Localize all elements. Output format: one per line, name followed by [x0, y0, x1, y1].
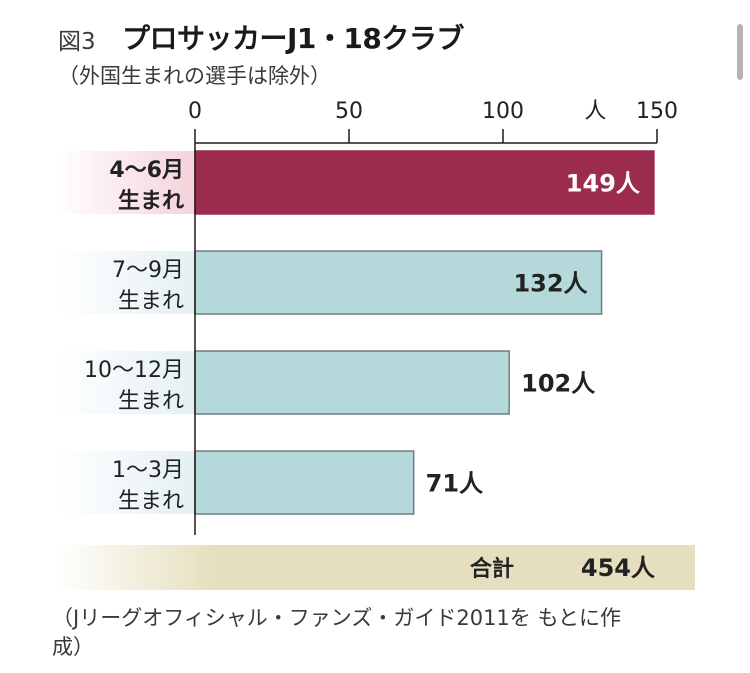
category-label-bg: [55, 151, 195, 214]
chart-subtitle: （外国生まれの選手は除外）: [58, 64, 331, 88]
bar: [194, 250, 603, 315]
x-axis: 0 50 100 150: [188, 99, 678, 144]
total-label: 合計: [470, 556, 514, 582]
bar-value-label: 132人: [513, 270, 587, 298]
bar-value-label: 102人: [521, 370, 595, 398]
bars: [194, 150, 655, 515]
source-note: （Jリーグオフィシャル・ファンズ・ガイド2011を もとに作成）: [52, 606, 622, 659]
scrollbar-thumb[interactable]: [737, 24, 743, 80]
figure-label: 図3: [58, 29, 96, 55]
category-label-bg: [55, 451, 195, 514]
category-label: 1〜3月: [112, 458, 184, 483]
bar-value-label: 71人: [426, 470, 483, 498]
chart-title: プロサッカーJ1・18クラブ: [122, 22, 464, 55]
category-label: 生まれ: [118, 189, 184, 214]
category-label: 生まれ: [118, 289, 184, 314]
bar: [194, 350, 510, 415]
category-label: 10〜12月: [84, 358, 184, 383]
x-tick-label: 150: [636, 99, 678, 124]
category-label: 生まれ: [118, 489, 184, 514]
x-tick-label: 0: [188, 99, 202, 124]
total-band: [55, 545, 695, 590]
category-label-bg: [55, 251, 195, 314]
x-tick-label: 100: [482, 99, 524, 124]
x-tick-label: 50: [335, 99, 363, 124]
category-label: 4〜6月: [109, 158, 184, 183]
total-value: 454人: [581, 554, 655, 582]
category-label-backgrounds: [55, 151, 195, 514]
bar: [194, 450, 415, 515]
category-label: 7〜9月: [112, 258, 184, 283]
value-labels: 149人 132人 102人 71人: [426, 170, 640, 498]
category-label: 生まれ: [118, 389, 184, 414]
bar-value-label: 149人: [566, 170, 640, 198]
bar: [194, 150, 655, 215]
axis-unit-label: 人: [584, 99, 606, 124]
category-label-bg: [55, 351, 195, 414]
